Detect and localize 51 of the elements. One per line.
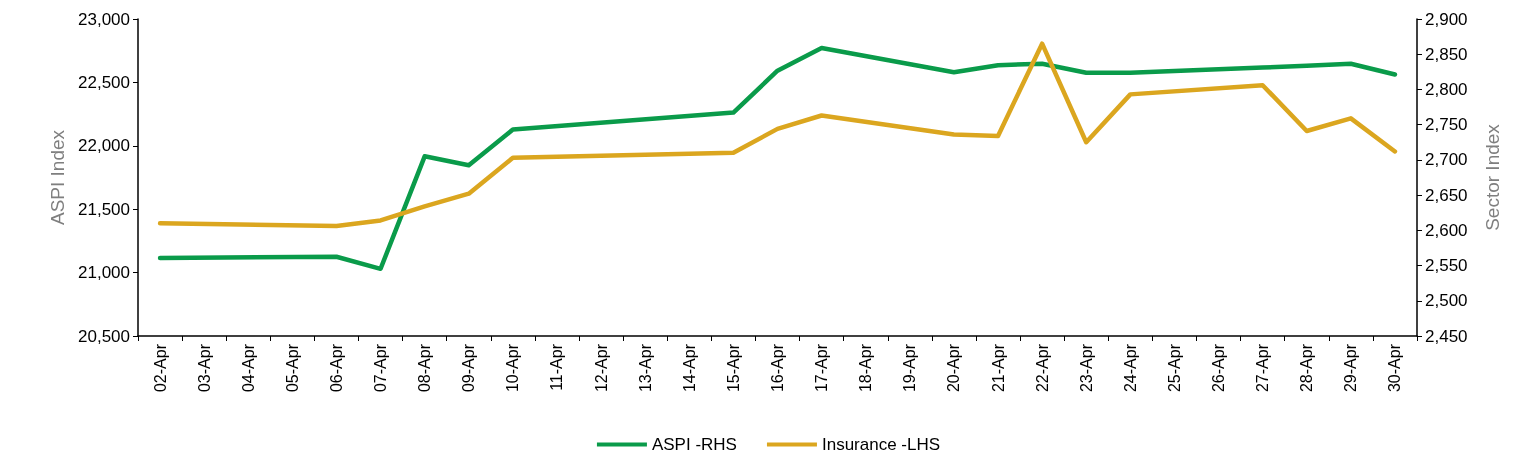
y2-tick-label: 2,900: [1425, 9, 1468, 29]
x-tick-label: 08-Apr: [416, 343, 434, 393]
x-tick-label: 06-Apr: [327, 343, 345, 393]
x-tick-label: 12-Apr: [592, 343, 610, 393]
y-tick-label: 22,500: [78, 72, 130, 92]
y-tick-label: 23,000: [78, 9, 130, 29]
y2-tick-label: 2,650: [1425, 185, 1468, 205]
x-tick-label: 04-Apr: [239, 343, 257, 393]
x-tick-label: 03-Apr: [195, 343, 213, 393]
y2-tick-label: 2,850: [1425, 44, 1468, 64]
x-tick-label: 26-Apr: [1210, 343, 1228, 393]
x-tick-label: 09-Apr: [460, 343, 478, 393]
x-tick-label: 30-Apr: [1386, 343, 1404, 393]
x-tick-label: 21-Apr: [989, 343, 1007, 393]
x-tick-label: 22-Apr: [1033, 343, 1051, 393]
y2-axis-title: Sector Index: [1482, 123, 1503, 231]
y2-tick-label: 2,700: [1425, 150, 1468, 170]
x-tick-label: 15-Apr: [724, 343, 742, 393]
y2-tick-label: 2,600: [1425, 220, 1468, 240]
y2-tick-label: 2,500: [1425, 291, 1468, 311]
legend-label: ASPI -RHS: [651, 435, 737, 454]
x-tick-label: 25-Apr: [1165, 343, 1183, 393]
y2-tick-label: 2,550: [1425, 256, 1468, 276]
y2-tick-label: 2,450: [1425, 326, 1468, 346]
y-tick-label: 22,000: [78, 136, 130, 156]
y-tick-label: 21,500: [78, 199, 130, 219]
x-tick-label: 27-Apr: [1254, 343, 1272, 393]
line-series: [157, 45, 1398, 272]
x-tick-label: 29-Apr: [1342, 343, 1360, 393]
x-tick-label: 28-Apr: [1298, 343, 1316, 393]
y-tick-label: 21,000: [78, 263, 130, 283]
x-tick-label: 17-Apr: [813, 343, 831, 393]
x-tick-label: 10-Apr: [504, 343, 522, 393]
x-tick-label: 16-Apr: [769, 343, 786, 393]
x-tick-label: 19-Apr: [901, 343, 919, 393]
y-tick-label: 20,500: [78, 326, 130, 346]
x-tick-label: 14-Apr: [680, 343, 698, 393]
x-tick-label: 11-Apr: [548, 343, 566, 391]
x-tick-label: 07-Apr: [372, 343, 390, 393]
x-tick-label: 02-Apr: [151, 343, 169, 393]
x-tick-label: 20-Apr: [945, 343, 963, 393]
y-axis-title: ASPI Index: [47, 129, 69, 226]
y2-tick-label: 2,800: [1425, 79, 1468, 99]
x-tick-label: 05-Apr: [283, 343, 301, 393]
x-tick-label: 23-Apr: [1077, 343, 1095, 393]
legend-label: Insurance -LHS: [821, 435, 941, 454]
x-tick-label: 13-Apr: [636, 343, 654, 393]
line-series: [157, 41, 1398, 229]
x-tick-label: 18-Apr: [857, 343, 875, 393]
x-tick-label: 24-Apr: [1121, 343, 1139, 393]
y2-tick-label: 2,750: [1425, 115, 1468, 135]
